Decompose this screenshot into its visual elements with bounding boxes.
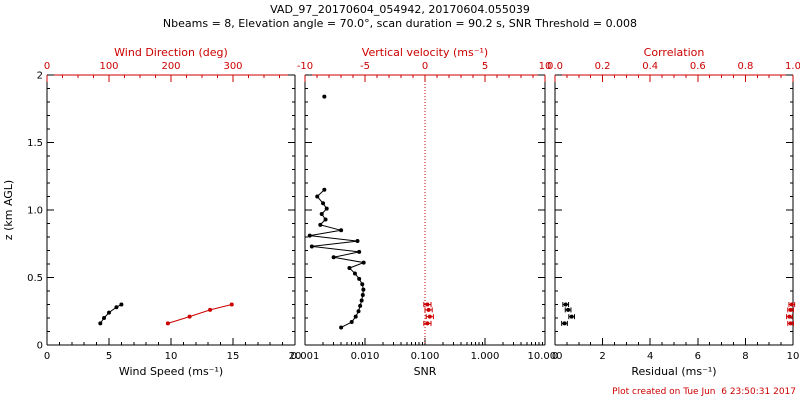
axis-text: 0.4 <box>642 61 658 72</box>
axis-text: 4 <box>647 351 653 362</box>
y-axis <box>305 74 545 346</box>
top-axis: -10 -5 0 5 10 <box>297 61 552 82</box>
axis-text: 6 <box>695 351 701 362</box>
axis-text: 20 <box>289 351 302 362</box>
panel-residual: 0 2 4 6 8 10 Residual (ms⁻¹) 0.0 0.2 0.4 0.6 0.8 1.0… <box>547 46 800 378</box>
y-axis <box>555 74 793 346</box>
bottom-axis: 0 2 4 6 8 10 <box>552 338 800 362</box>
axis-text: 0.010 <box>351 351 380 362</box>
axis-text: 0.5 <box>27 273 43 284</box>
axis-text: 0 <box>44 61 50 72</box>
bottom-axis: 0.001 0.010 0.100 1.000 10.000 <box>291 338 563 362</box>
series-vertical-velocity <box>423 302 434 326</box>
plot-timestamp: Plot created on Tue Jun 6 23:50:31 2017 <box>612 387 796 397</box>
axis-text: -5 <box>360 61 370 72</box>
top-axis-label: Vertical velocity (ms⁻¹) <box>362 46 488 59</box>
axis-text: 5 <box>482 61 488 72</box>
axis-text: 1.0 <box>785 61 800 72</box>
panel-wind: 0 0.5 1.0 1.5 2 z (km AGL) 0 5 10 15 20 Wind Speed … <box>2 46 301 378</box>
axis-text: 2 <box>599 351 605 362</box>
axis-text: 5 <box>106 351 112 362</box>
top-axis-label: Correlation <box>644 46 705 59</box>
top-axis-label: Wind Direction (deg) <box>114 46 228 59</box>
axis-text: 10 <box>787 351 800 362</box>
axis-text: 0 <box>44 351 50 362</box>
axis-text: 10 <box>539 61 552 72</box>
y-axis-label: z (km AGL) <box>2 180 15 240</box>
axis-text: 0.001 <box>291 351 320 362</box>
y-axis: 0 0.5 1.0 1.5 2 <box>27 71 295 352</box>
top-axis: 0.0 0.2 0.4 0.6 0.8 1.0 <box>547 61 800 82</box>
bottom-axis-label: SNR <box>414 365 437 378</box>
axis-text: 0.100 <box>411 351 440 362</box>
axis-text: 1.5 <box>27 138 43 149</box>
series-wind-direction <box>165 302 234 326</box>
axis-text: 100 <box>99 61 118 72</box>
bottom-axis-label: Residual (ms⁻¹) <box>631 365 716 378</box>
axis-text: 10.000 <box>528 351 563 362</box>
panel-snr: 0.001 0.010 0.100 1.000 10.000 SNR -10 -5 0 5 10 Ve… <box>291 46 563 378</box>
series-correlation <box>786 302 796 326</box>
series-residual <box>561 302 576 326</box>
axis-text: 8 <box>742 351 748 362</box>
axis-text: 0 <box>37 341 43 352</box>
bottom-axis-label: Wind Speed (ms⁻¹) <box>119 365 223 378</box>
axis-text: 0.2 <box>595 61 611 72</box>
plot-title: VAD_97_20170604_054942, 20170604.055039 <box>270 3 530 16</box>
bottom-axis: 0 5 10 15 20 <box>44 338 302 362</box>
axis-text: 2 <box>37 71 43 82</box>
series-wind-speed <box>98 302 124 326</box>
axis-text: 0 <box>552 351 558 362</box>
series-snr-profile <box>307 187 366 330</box>
axis-text: 200 <box>161 61 180 72</box>
plot-subtitle: Nbeams = 8, Elevation angle = 70.0°, sca… <box>162 17 638 30</box>
axis-text: 0.0 <box>547 61 563 72</box>
axis-text: 300 <box>223 61 242 72</box>
axis-text: -10 <box>297 61 313 72</box>
axis-text: 0 <box>422 61 428 72</box>
axis-text: 1.000 <box>471 351 500 362</box>
axis-text: 1.0 <box>27 206 43 217</box>
axis-text: 15 <box>227 351 240 362</box>
axis-text: 0.6 <box>690 61 706 72</box>
series-snr-isolated-point <box>322 94 327 99</box>
top-axis: 0 100 200 300 <box>44 61 280 82</box>
axis-text: 10 <box>165 351 178 362</box>
axis-text: 0.8 <box>737 61 753 72</box>
